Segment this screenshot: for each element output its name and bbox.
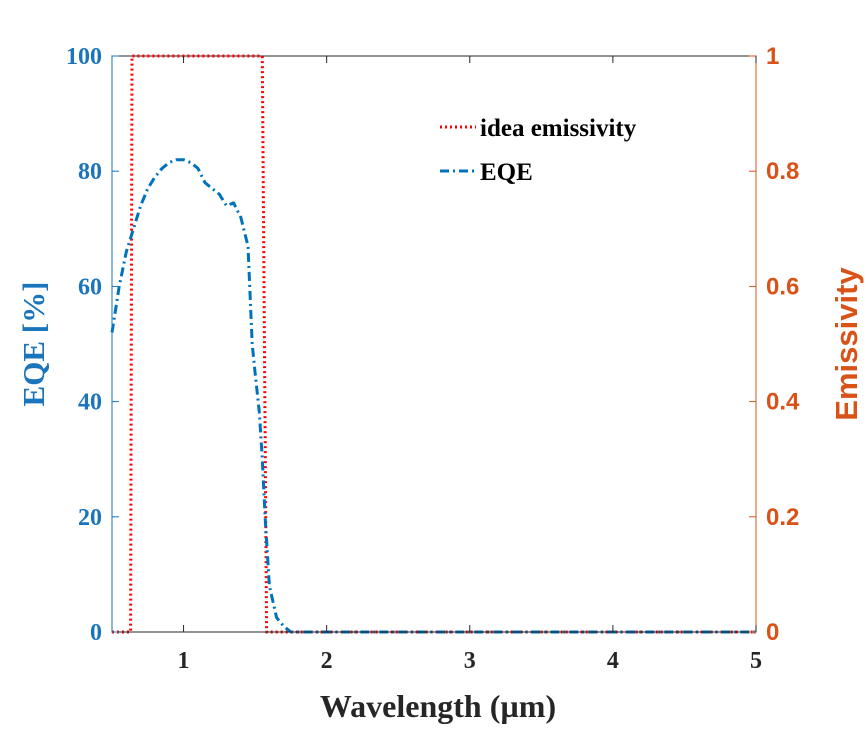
y-left-tick-label: 80 bbox=[78, 159, 102, 185]
y-right-tick-label: 0.6 bbox=[766, 273, 799, 300]
legend-label-emissivity: idea emissivity bbox=[480, 115, 637, 142]
y-right-tick-label: 1 bbox=[766, 43, 779, 70]
axes-layer bbox=[111, 56, 757, 633]
legend: idea emissivity EQE bbox=[440, 115, 637, 186]
series-line-eqe bbox=[110, 158, 756, 634]
y-right-tick-label: 0.2 bbox=[766, 504, 799, 531]
y-left-tick-label: 0 bbox=[90, 620, 102, 646]
y-left-tick-label: 100 bbox=[66, 44, 102, 70]
x-axis-label: Wavelength (µm) bbox=[320, 688, 556, 724]
y-right-tick-label: 0 bbox=[766, 619, 779, 646]
y-left-tick-label: 60 bbox=[78, 274, 102, 300]
x-tick-label: 2 bbox=[321, 648, 333, 674]
legend-label-eqe: EQE bbox=[480, 159, 533, 186]
y-left-tick-label: 20 bbox=[78, 505, 102, 531]
y-axis-left-label: EQE [%] bbox=[16, 282, 51, 407]
series-layer bbox=[110, 54, 756, 634]
x-tick-label: 1 bbox=[178, 648, 190, 674]
series-line-emissivity bbox=[112, 54, 756, 634]
ticks-layer: 0 20 40 60 80 100 0 0.2 0.4 0.6 0.8 1 1 2 3 4 5 bbox=[66, 43, 800, 674]
x-tick-label: 5 bbox=[750, 648, 762, 674]
x-tick-label: 3 bbox=[464, 648, 476, 674]
y-right-tick-label: 0.8 bbox=[766, 158, 799, 185]
y-right-tick-label: 0.4 bbox=[766, 389, 800, 416]
plot-frame bbox=[111, 55, 757, 633]
y-axis-right-label: Emissivity bbox=[829, 267, 864, 421]
y-left-tick-label: 40 bbox=[78, 390, 102, 416]
x-tick-label: 4 bbox=[607, 648, 619, 674]
